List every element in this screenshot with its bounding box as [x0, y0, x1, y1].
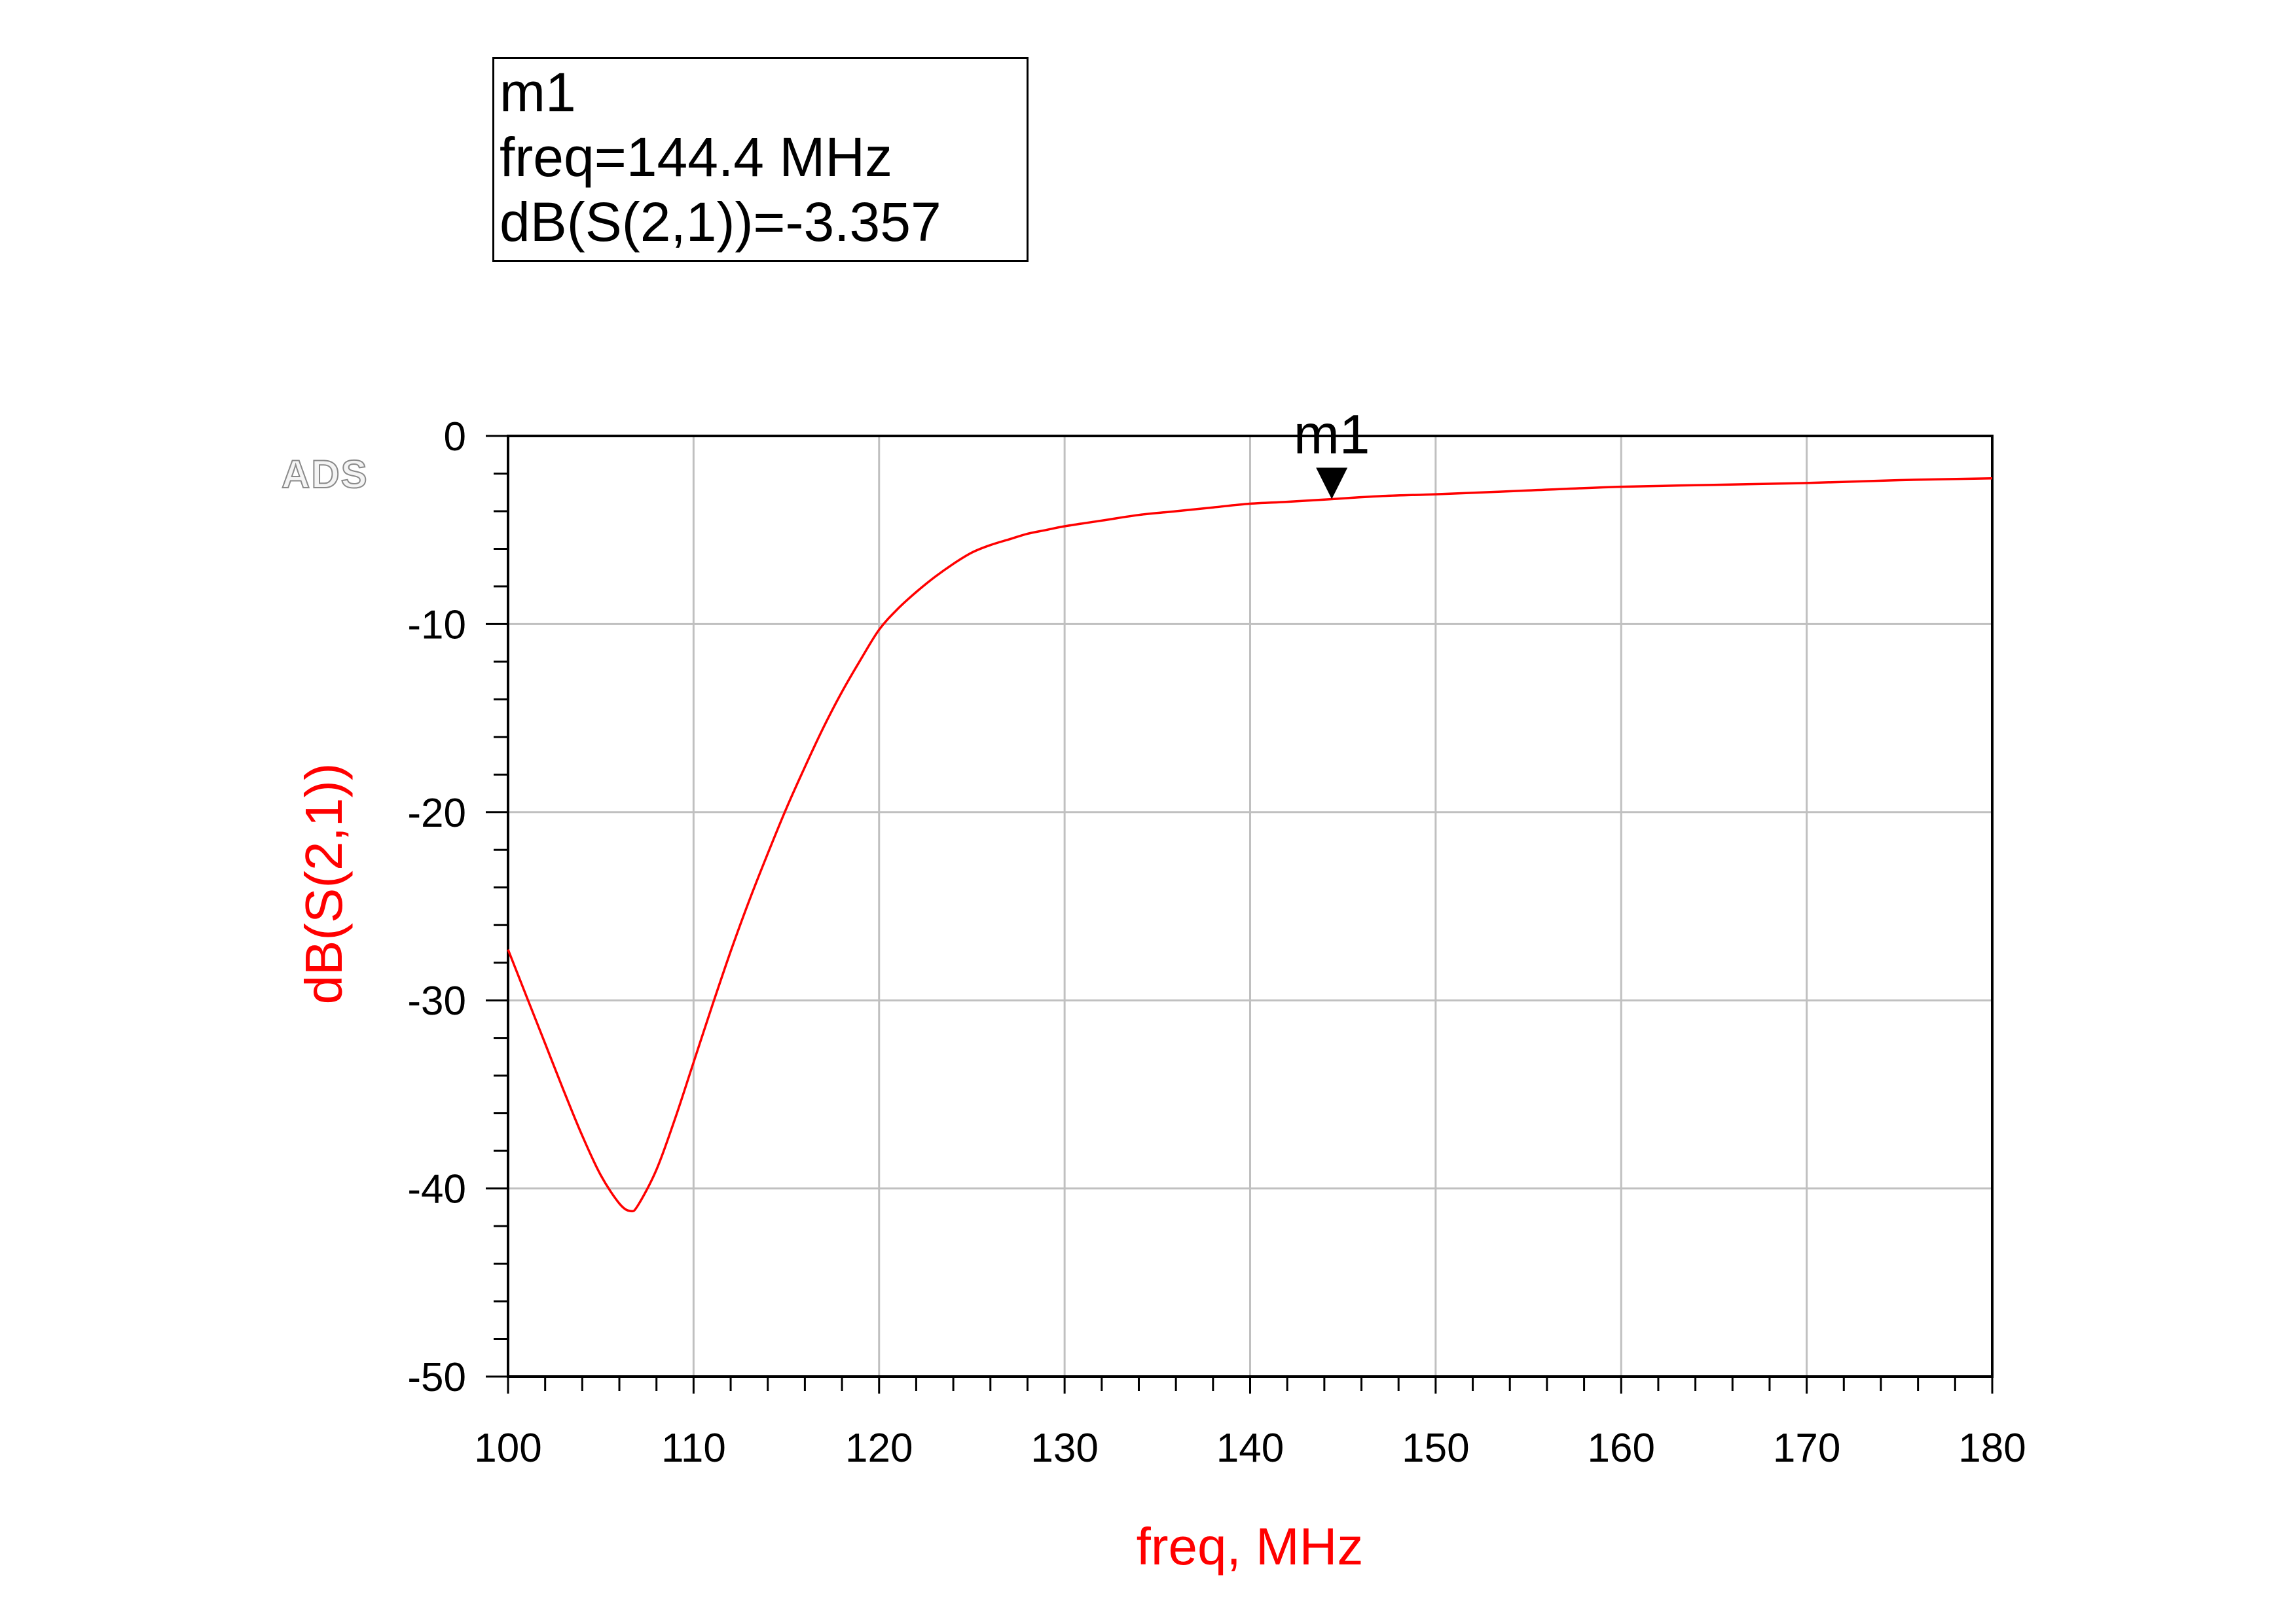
marker-readout-freq: freq=144.4 MHz [500, 126, 892, 188]
x-tick-label: 110 [661, 1426, 726, 1471]
y-axis-label: dB(S(2,1)) [295, 763, 353, 1005]
x-tick-label: 130 [1030, 1426, 1098, 1471]
x-tick-label: 140 [1216, 1426, 1284, 1471]
marker-readout-value: dB(S(2,1))=-3.357 [500, 191, 941, 253]
trace-layer [507, 477, 1993, 1213]
y-tick-label: -40 [407, 1167, 466, 1212]
x-tick-labels: 100 110 120 130 140 150 160 170 180 [474, 1426, 2026, 1471]
minor-tick-layer [486, 435, 1994, 1394]
marker-layer: m1 [1294, 403, 1370, 499]
plot-frame [507, 435, 1994, 1378]
marker-readout-box[interactable]: m1 freq=144.4 MHz dB(S(2,1))=-3.357 [492, 57, 1029, 262]
frame-layer [507, 435, 1994, 1378]
x-tick-label: 120 [845, 1426, 913, 1471]
y-tick-label: 0 [444, 414, 466, 460]
marker-readout-name: m1 [500, 62, 576, 123]
x-tick-label: 160 [1588, 1426, 1655, 1471]
x-tick-label: 150 [1402, 1426, 1469, 1471]
y-tick-label: -10 [407, 602, 466, 647]
x-axis-label: freq, MHz [1137, 1517, 1364, 1576]
marker-triangle-icon [1316, 467, 1348, 499]
y-tick-label: -20 [407, 791, 466, 836]
x-tick-label: 170 [1773, 1426, 1840, 1471]
marker-label: m1 [1294, 403, 1370, 465]
ads-logo: ADS [281, 452, 369, 497]
y-tick-label: -30 [407, 979, 466, 1024]
y-tick-label: -50 [407, 1355, 466, 1400]
grid-layer [508, 436, 1992, 1377]
x-tick-label: 100 [474, 1426, 541, 1471]
y-tick-labels: 0 -10 -20 -30 -40 -50 [407, 414, 466, 1400]
series-line [507, 477, 1993, 1213]
x-tick-label: 180 [1958, 1426, 2026, 1471]
